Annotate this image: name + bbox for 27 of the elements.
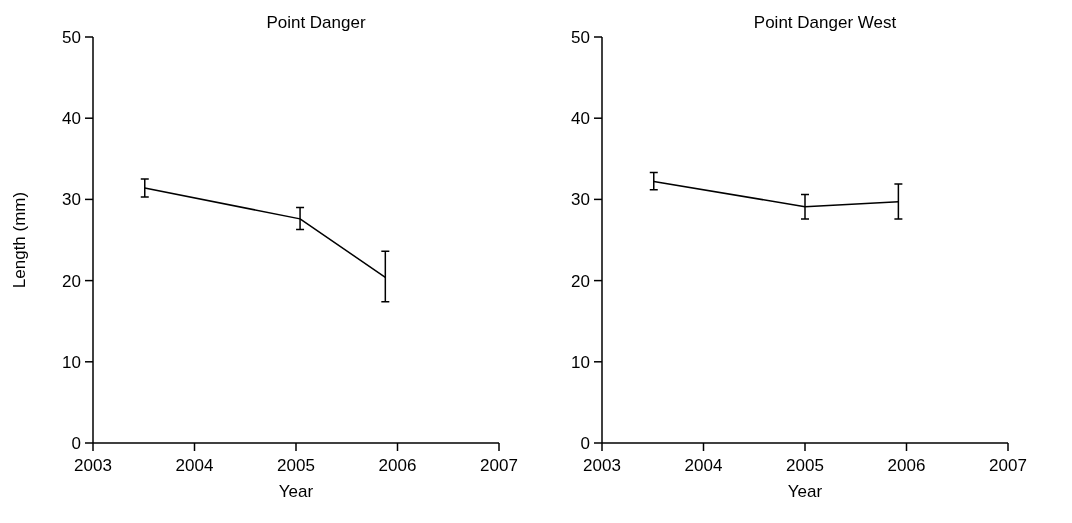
y-tick-label: 40	[571, 109, 590, 129]
y-tick-label: 30	[62, 190, 81, 210]
x-tick-label: 2007	[480, 456, 518, 475]
y-tick-label: 20	[62, 271, 81, 291]
x-tick-label: 2006	[378, 456, 417, 475]
chart-title: Point Danger	[266, 13, 366, 32]
x-tick-label: 2007	[989, 456, 1027, 475]
x-tick-label: 2003	[74, 456, 112, 475]
x-tick-label: 2004	[684, 456, 723, 475]
x-tick-label: 2006	[887, 456, 926, 475]
x-axis-title: Year	[278, 482, 314, 501]
y-tick-label: 30	[571, 190, 590, 210]
x-axis-title: Year	[787, 482, 823, 501]
chart-title: Point Danger West	[753, 13, 897, 32]
y-tick-label: 40	[62, 109, 81, 129]
y-tick-label: 50	[62, 28, 81, 47]
y-tick-label: 10	[571, 352, 590, 372]
x-tick-label: 2005	[786, 456, 824, 475]
y-tick-label: 50	[571, 28, 590, 47]
y-axis-title: Length (mm)	[10, 191, 29, 289]
x-tick-label: 2004	[175, 456, 214, 475]
y-tick-label: 0	[580, 434, 590, 453]
x-tick-label: 2005	[277, 456, 315, 475]
y-tick-label: 10	[62, 352, 81, 372]
y-tick-label: 20	[571, 271, 590, 291]
x-tick-label: 2003	[583, 456, 621, 475]
y-tick-label: 0	[71, 434, 81, 453]
